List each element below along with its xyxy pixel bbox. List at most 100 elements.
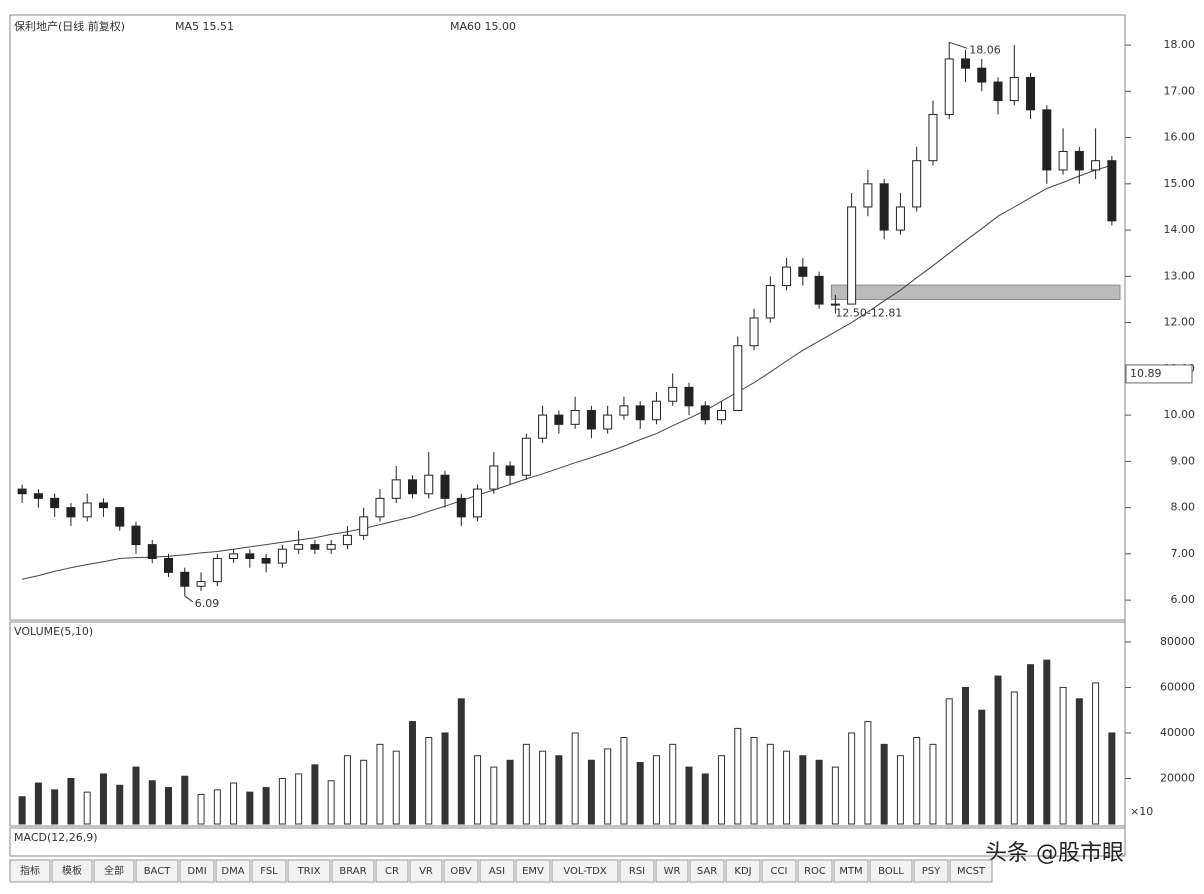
y-tick-label: 9.00 — [1171, 454, 1196, 467]
candle-body — [651, 400, 661, 421]
volume-bar — [1010, 691, 1018, 825]
volume-bar — [506, 759, 514, 825]
toolbar-button[interactable]: SAR — [689, 859, 725, 883]
volume-bar — [734, 727, 742, 825]
volume-bar — [848, 732, 856, 825]
volume-bar — [99, 773, 107, 825]
candle-body — [749, 317, 759, 347]
volume-bar — [896, 755, 904, 825]
toolbar-button[interactable]: 指标 — [9, 859, 51, 883]
annotation: 18.06 — [969, 43, 1001, 56]
candle-body — [440, 474, 450, 499]
button-label: BOLL — [878, 866, 904, 877]
toolbar-button[interactable]: MTM — [833, 859, 869, 883]
toolbar-button[interactable]: DMA — [215, 859, 251, 883]
volume-bar — [441, 732, 449, 825]
button-label: KDJ — [734, 866, 751, 877]
toolbar-button[interactable]: CCI — [761, 859, 797, 883]
candle-body — [912, 160, 922, 208]
candle-body — [245, 553, 255, 559]
volume-bar — [636, 762, 644, 825]
candle-body — [684, 386, 694, 407]
button-frame — [913, 859, 949, 883]
volume-bar — [604, 748, 612, 825]
candle-body — [294, 544, 304, 550]
candle-body — [375, 497, 385, 518]
candle-body — [131, 525, 141, 546]
volume-bar — [165, 787, 173, 825]
button-frame — [833, 859, 869, 883]
candle-body — [1058, 150, 1068, 171]
toolbar-button[interactable]: CR — [375, 859, 409, 883]
volume-bar — [197, 793, 205, 825]
volume-bar — [522, 743, 530, 825]
candle-body — [1074, 150, 1084, 171]
toolbar-button[interactable]: 全部 — [93, 859, 135, 883]
button-frame — [655, 859, 689, 883]
toolbar-button[interactable]: TRIX — [287, 859, 331, 883]
toolbar-button[interactable]: BRAR — [331, 859, 375, 883]
ma-label: MA5 15.51 — [175, 20, 234, 33]
candle-body — [489, 465, 499, 490]
y-tick-label: 10.00 — [1164, 408, 1196, 421]
toolbar-button[interactable]: KDJ — [725, 859, 761, 883]
candle-body — [554, 414, 564, 425]
toolbar-button[interactable]: EMV — [515, 859, 551, 883]
toolbar-button[interactable]: DMI — [179, 859, 215, 883]
candle-body — [1042, 109, 1052, 171]
candle-body — [407, 479, 417, 495]
candle-body — [1009, 76, 1019, 102]
candle-body — [359, 516, 369, 536]
candle-body — [798, 266, 808, 277]
candle-body — [229, 553, 239, 559]
y-tick-label: 16.00 — [1164, 131, 1196, 144]
button-label: WR — [664, 866, 681, 877]
toolbar-button[interactable]: OBV — [443, 859, 479, 883]
candle-body — [261, 557, 271, 564]
candle-body — [814, 275, 824, 305]
volume-bar — [799, 755, 807, 825]
toolbar-button[interactable]: ASI — [479, 859, 515, 883]
watermark: 头条 @股市眼 — [985, 841, 1124, 866]
candle-body — [765, 285, 775, 319]
volume-bar — [408, 721, 416, 825]
button-label: TRIX — [297, 866, 321, 877]
volume-bar — [83, 791, 91, 825]
volume-bar — [132, 766, 140, 825]
ma-label: MA60 15.00 — [450, 20, 516, 33]
toolbar-button[interactable]: PSY — [913, 859, 949, 883]
button-frame — [949, 859, 993, 883]
toolbar-button[interactable]: VR — [409, 859, 443, 883]
annotation: 6.09 — [195, 597, 220, 610]
candle-body — [1026, 76, 1036, 111]
button-label: RSI — [629, 866, 645, 877]
button-frame — [51, 859, 93, 883]
volume-bar — [213, 789, 221, 825]
toolbar-button[interactable]: BACT — [135, 859, 179, 883]
volume-bar — [864, 721, 872, 825]
candle-body — [82, 502, 92, 518]
volume-bar — [181, 775, 189, 825]
candle-body — [928, 113, 938, 162]
y-tick-label: 18.00 — [1164, 38, 1196, 51]
toolbar-button[interactable]: ROC — [797, 859, 833, 883]
button-label: VOL-TDX — [563, 866, 606, 877]
button-label: 指标 — [20, 864, 40, 877]
toolbar-button[interactable]: 模板 — [51, 859, 93, 883]
volume-bar — [246, 791, 254, 825]
toolbar-button[interactable]: MCST — [949, 859, 993, 883]
toolbar-button[interactable]: WR — [655, 859, 689, 883]
toolbar-button[interactable]: VOL-TDX — [551, 859, 619, 883]
candle-body — [1107, 160, 1117, 222]
volume-bar — [230, 782, 238, 825]
volume-bar — [1027, 664, 1035, 825]
toolbar-button[interactable]: BOLL — [869, 859, 913, 883]
toolbar-button[interactable]: RSI — [619, 859, 655, 883]
button-label: MTM — [839, 866, 862, 877]
toolbar-button[interactable]: FSL — [251, 859, 287, 883]
volume-bar — [620, 737, 628, 825]
candle-body — [277, 548, 287, 564]
button-frame — [331, 859, 375, 883]
